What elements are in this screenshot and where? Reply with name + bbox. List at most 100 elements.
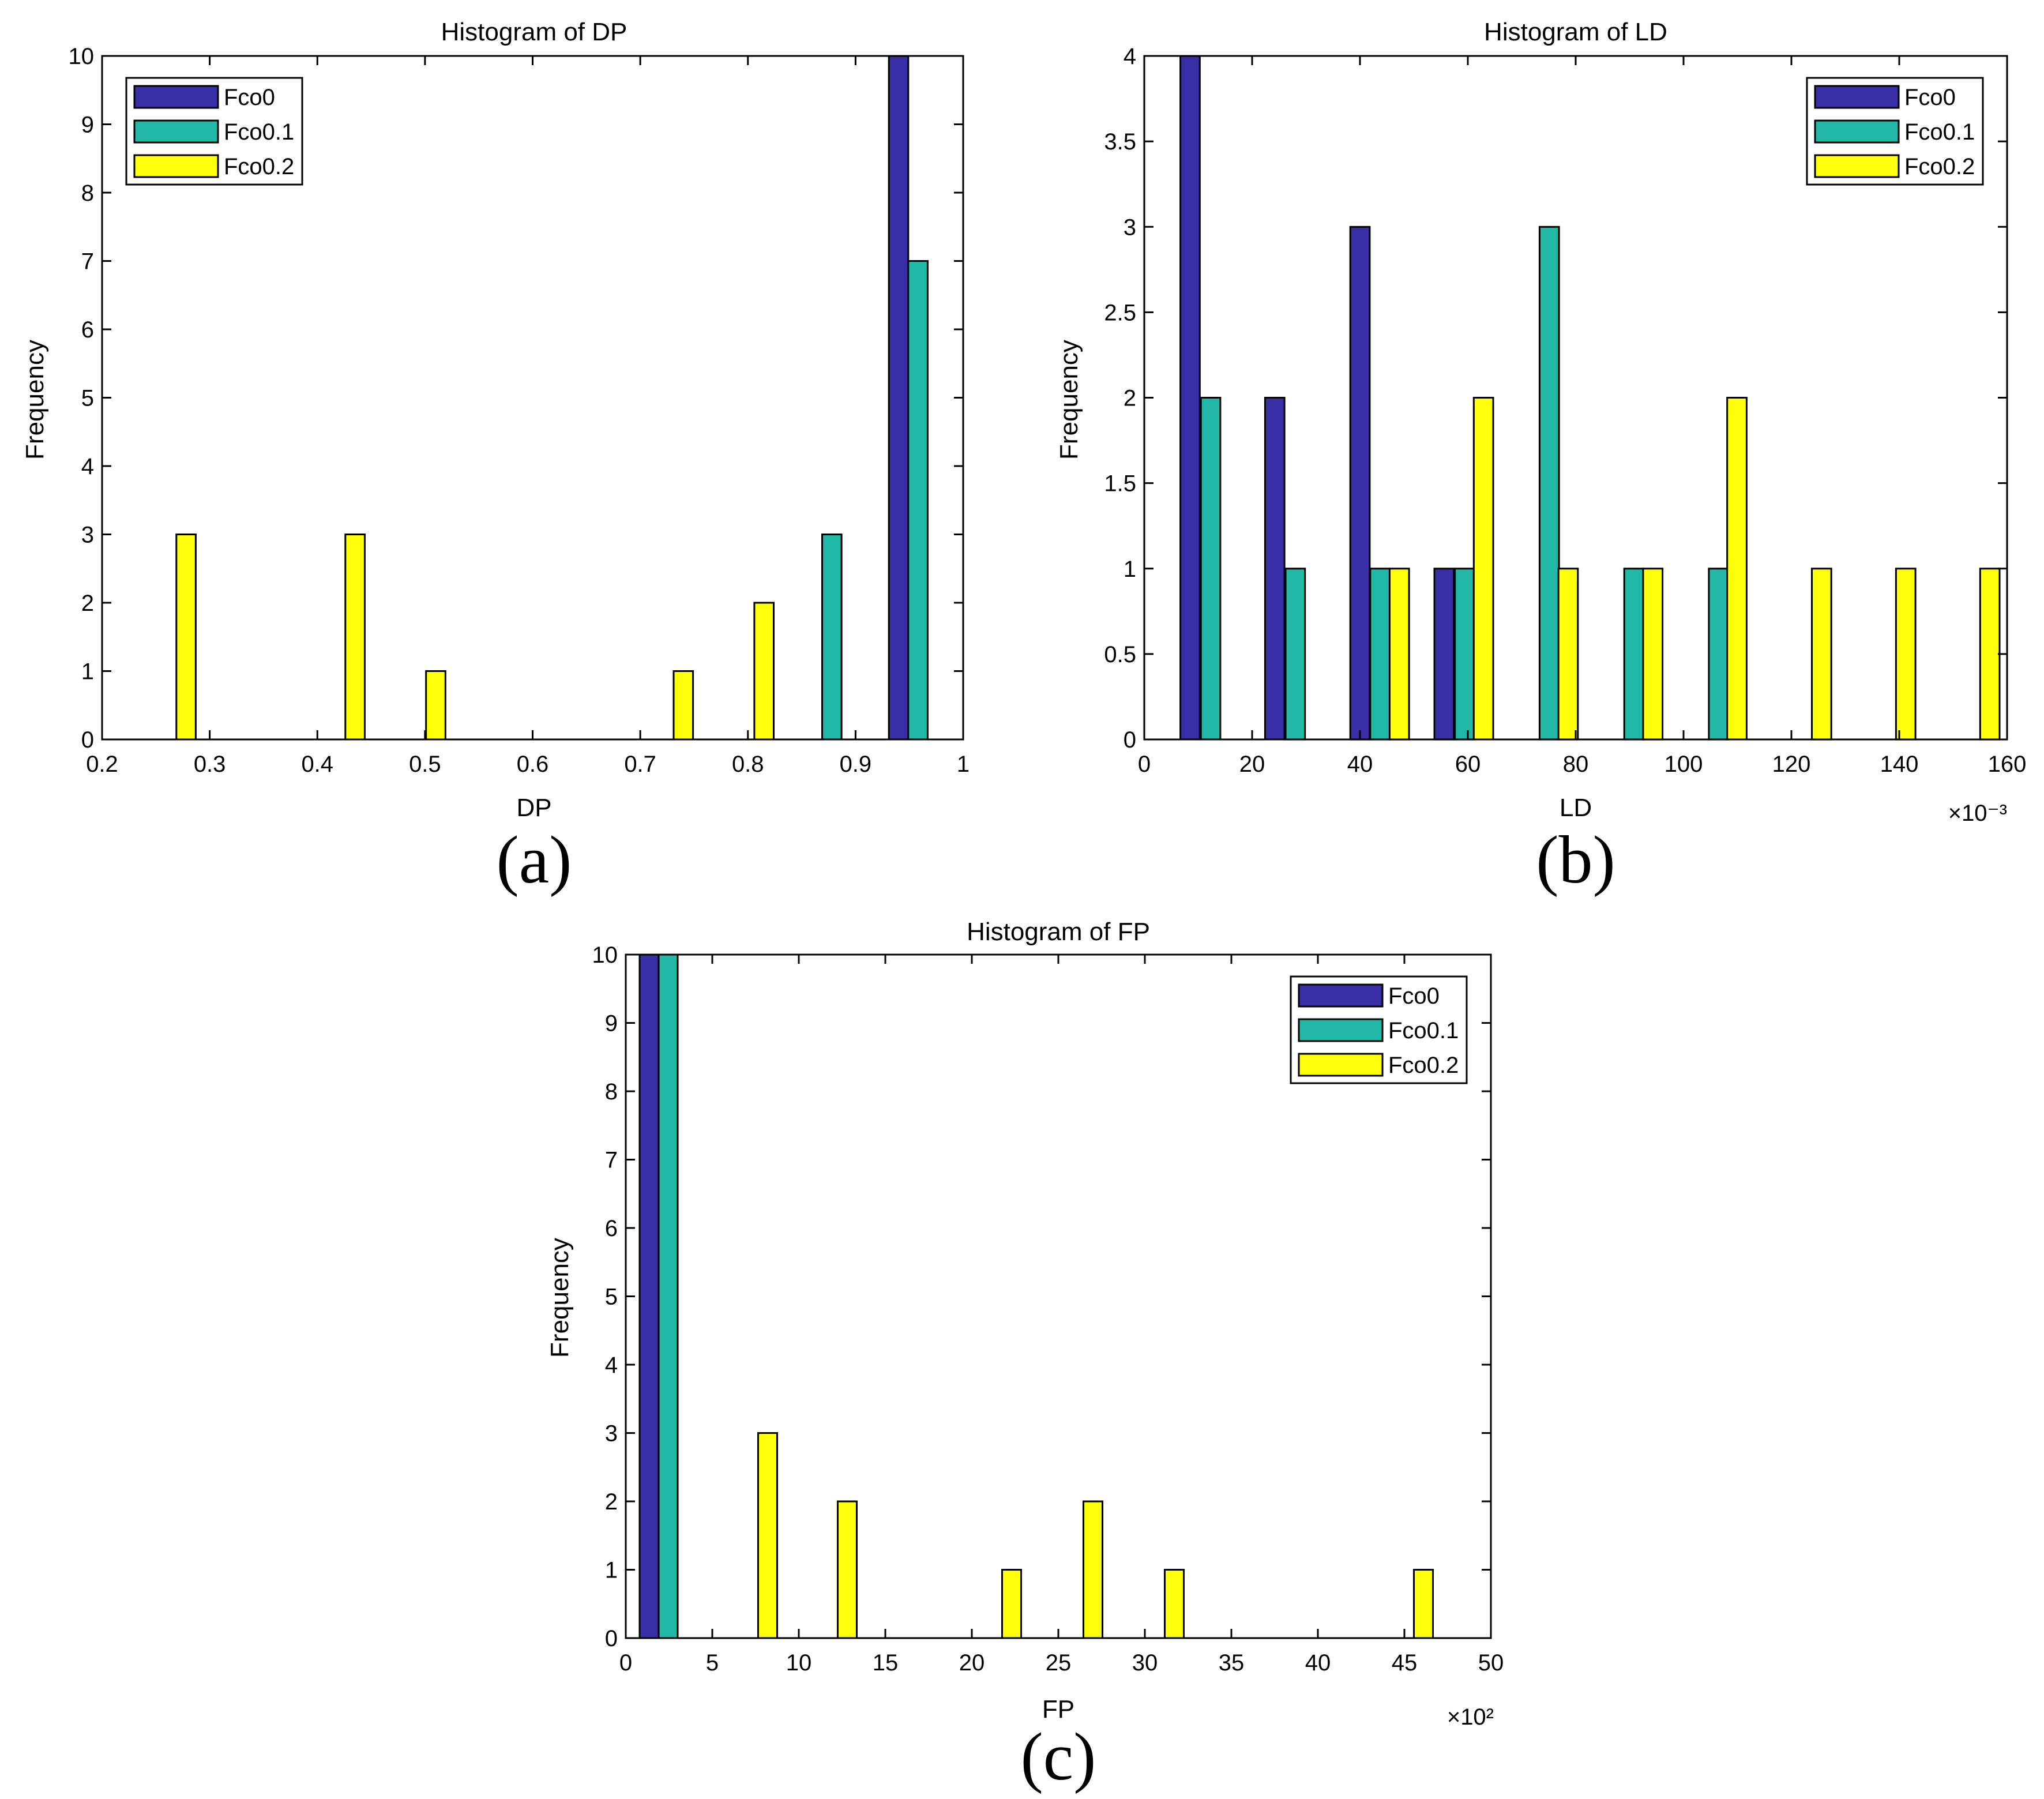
bars-layer [1179, 55, 2001, 741]
x-tick-label: 50 [1478, 1650, 1504, 1676]
y-tick-label: 10 [592, 942, 618, 968]
y-tick-label: 3.5 [1104, 129, 1136, 155]
bar-fco0-2-2 [1001, 1569, 1022, 1639]
x-axis-label: LD [1560, 794, 1592, 822]
bar-fco0-1-2 [1369, 568, 1391, 741]
bar-fco0-0 [888, 55, 910, 741]
x-tick-label: 0 [619, 1650, 632, 1676]
bars-layer [638, 953, 1434, 1639]
x-tick-label: 0.8 [732, 752, 764, 777]
chart-title: Histogram of LD [1484, 18, 1667, 46]
x-tick-label: 5 [706, 1650, 719, 1676]
legend: Fco0 Fco0.1 Fco0.2 [1806, 77, 1984, 186]
bar-fco0-1-0 [1200, 397, 1222, 741]
y-tick-label: 3 [1124, 215, 1136, 240]
x-tick-label: 20 [959, 1650, 985, 1676]
panel-label: (a) [497, 822, 572, 897]
x-tick-label: 0.7 [624, 752, 656, 777]
x-tick-label: 0.5 [409, 752, 441, 777]
legend-swatch-fco0 [1298, 983, 1384, 1008]
y-tick-label: 1 [605, 1558, 618, 1583]
bar-fco0-2-3 [1642, 568, 1664, 741]
x-axis-label: FP [1042, 1695, 1074, 1723]
bar-fco0-2-4 [1164, 1569, 1185, 1639]
x-tick-label: 30 [1132, 1650, 1158, 1676]
x-tick-label: 140 [1880, 752, 1919, 777]
y-tick-label: 1 [1124, 557, 1136, 582]
x-tick-label: 0.4 [301, 752, 333, 777]
panel-a: Histogram of DP Frequency DP (a) 0.2 0.3 0… [21, 18, 970, 897]
legend-label-fco0-2: Fco0.2 [224, 154, 294, 179]
y-tick-label: 2 [81, 591, 94, 616]
bar-fco0-2 [1349, 226, 1371, 741]
y-tick-label: 3 [605, 1421, 618, 1447]
x-tick-label: 20 [1239, 752, 1265, 777]
y-tick-label: 2 [1124, 386, 1136, 411]
legend: Fco0 Fco0.1 Fco0.2 [1290, 975, 1468, 1084]
bars-layer [175, 55, 929, 741]
y-tick-label: 9 [81, 112, 94, 138]
legend-label-fco0-2: Fco0.2 [1388, 1053, 1459, 1078]
y-axis-label: Frequency [546, 1238, 574, 1358]
y-tick-label: 5 [605, 1285, 618, 1310]
x-tick-label: 15 [873, 1650, 899, 1676]
legend-swatch-fco0 [133, 85, 219, 109]
legend-swatch-fco0-1 [1814, 119, 1900, 144]
x-tick-label: 160 [1988, 752, 2027, 777]
legend-swatch-fco0-2 [1298, 1053, 1384, 1077]
bar-fco0-2-5 [1811, 568, 1832, 741]
y-tick-label: 4 [605, 1353, 618, 1378]
x-tick-label: 25 [1046, 1650, 1072, 1676]
legend-swatch-fco0-1 [133, 119, 219, 144]
y-tick-label: 7 [81, 249, 94, 275]
y-axis-label: Frequency [21, 340, 49, 460]
x-tick-label: 45 [1392, 1650, 1418, 1676]
legend-label-fco0-1: Fco0.1 [1904, 119, 1975, 145]
y-tick-label: 3 [81, 523, 94, 548]
x-tick-label: 80 [1563, 752, 1589, 777]
legend-label-fco0-1: Fco0.1 [1388, 1018, 1459, 1043]
bar-fco0-2-4 [753, 602, 775, 741]
ticks-layer [1143, 55, 2008, 741]
y-tick-label: 0 [605, 1626, 618, 1651]
panel-label: (b) [1536, 822, 1615, 897]
y-axis-label: Frequency [1055, 340, 1083, 460]
y-tick-label: 6 [605, 1216, 618, 1241]
chart-title: Histogram of DP [441, 18, 628, 46]
bar-fco0-1-3 [1454, 568, 1475, 741]
y-tick-label: 4 [81, 454, 94, 479]
bar-fco0-3 [1433, 568, 1455, 741]
x-tick-label: 0.3 [194, 752, 226, 777]
y-tick-label: 0 [81, 727, 94, 753]
panel-c: Histogram of FP Frequency FP ×10² (c) 0 5… [546, 918, 1504, 1794]
bar-fco0-1-1 [907, 260, 929, 741]
x-tick-label: 60 [1455, 752, 1481, 777]
legend-swatch-fco0-2 [1814, 154, 1900, 178]
bar-fco0-1-6 [1708, 568, 1730, 741]
bar-fco0-2-7 [1979, 568, 2001, 741]
bar-fco0-1 [1264, 397, 1286, 741]
panel-b: Histogram of LD Frequency LD ×10⁻³ (b) 0… [1055, 18, 2026, 897]
ticks-layer [625, 953, 1492, 1639]
x-tick-label: 0.2 [86, 752, 118, 777]
bar-fco0-2-2 [1557, 568, 1579, 741]
legend-label-fco0: Fco0 [1388, 983, 1440, 1009]
bar-fco0-1-1 [1284, 568, 1306, 741]
legend-swatch-fco0-1 [1298, 1018, 1384, 1042]
bar-fco0-2-6 [1895, 568, 1917, 741]
panel-label: (c) [1021, 1719, 1096, 1794]
bar-fco0-0 [638, 953, 660, 1639]
bar-fco0-2-3 [1083, 1500, 1103, 1639]
y-tick-label: 0.5 [1104, 642, 1136, 667]
x-tick-label: 100 [1664, 752, 1703, 777]
bar-fco0-2-1 [837, 1500, 858, 1639]
y-tick-label: 1 [81, 659, 94, 685]
y-tick-label: 4 [1124, 44, 1136, 69]
legend-label-fco0: Fco0 [224, 85, 275, 110]
bar-fco0-2-1 [1472, 397, 1494, 741]
legend-label-fco0: Fco0 [1904, 85, 1956, 110]
x-axis-exponent: ×10⁻³ [1948, 801, 2007, 826]
x-tick-label: 40 [1347, 752, 1373, 777]
bar-fco0-2-5 [1413, 1569, 1434, 1639]
